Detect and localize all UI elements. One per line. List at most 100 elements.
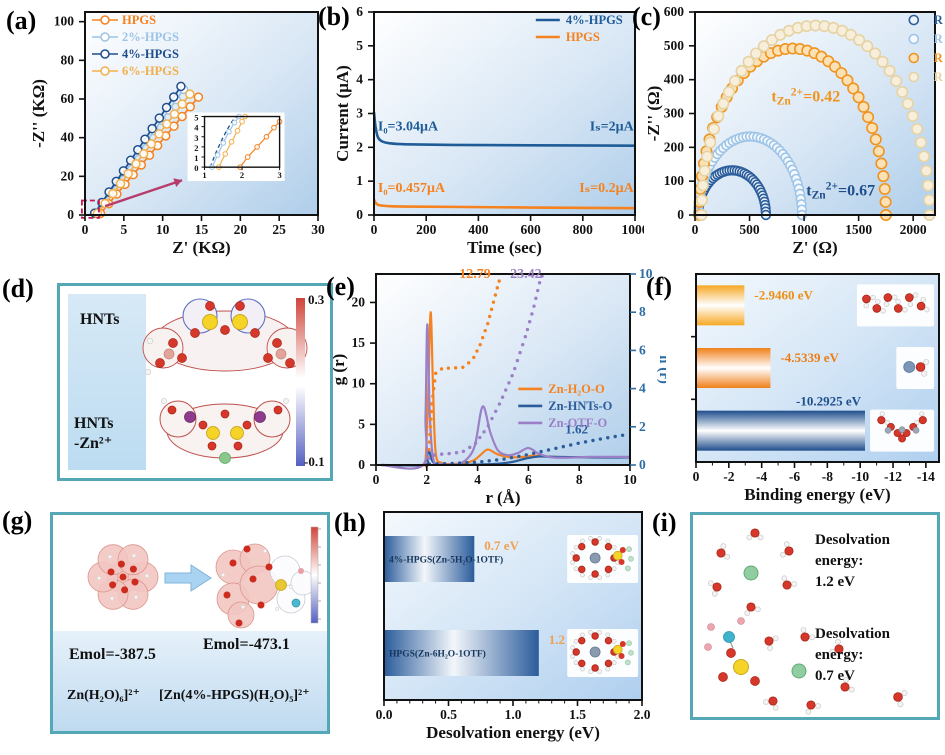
svg-text:Z' (Ω): Z' (Ω) xyxy=(792,238,837,257)
svg-text:Current (μA): Current (μA) xyxy=(334,65,352,162)
svg-text:1.62: 1.62 xyxy=(565,421,588,436)
svg-text:Z' (KΩ): Z' (KΩ) xyxy=(172,238,230,257)
svg-text:23.42: 23.42 xyxy=(510,268,542,282)
svg-text:0: 0 xyxy=(67,207,74,222)
svg-text:1500: 1500 xyxy=(845,222,872,237)
svg-text:15: 15 xyxy=(195,222,209,237)
svg-text:tZn2+=0.67: tZn2+=0.67 xyxy=(806,180,875,201)
svg-text:60: 60 xyxy=(61,91,75,106)
svg-text:0: 0 xyxy=(373,472,380,487)
svg-text:-10: -10 xyxy=(851,469,869,484)
svg-text:Desolvation energy (eV): Desolvation energy (eV) xyxy=(426,723,600,742)
svg-text:2: 2 xyxy=(240,170,244,180)
svg-text:20: 20 xyxy=(352,294,366,309)
colorbar-min-label: -0.1 xyxy=(304,454,325,469)
svg-text:40: 40 xyxy=(61,130,75,145)
svg-text:HPGS(Zn-6H₂O-1OTF): HPGS(Zn-6H₂O-1OTF) xyxy=(389,649,486,660)
emol-right-label: Emol=-473.1 xyxy=(203,636,290,653)
svg-text:0: 0 xyxy=(358,457,365,472)
svg-text:6: 6 xyxy=(356,6,363,19)
svg-text:2: 2 xyxy=(423,472,430,487)
panel-f-chart-binding-energy: -2.9460 eV -4.5339 eV -10.2925 eV 0 -2 -4 -6 -8… xyxy=(664,270,943,510)
svg-text:10: 10 xyxy=(352,376,366,391)
svg-text:-2.9460 eV: -2.9460 eV xyxy=(754,287,813,302)
svg-text:400: 400 xyxy=(664,72,685,87)
svg-text:1: 1 xyxy=(194,153,198,163)
svg-text:80: 80 xyxy=(61,52,75,67)
water-cluster-graphic xyxy=(704,528,908,715)
svg-text:Zn-OTF-O: Zn-OTF-O xyxy=(548,416,607,430)
svg-text:500: 500 xyxy=(739,222,760,237)
panel-i-label: (i) xyxy=(652,508,677,537)
svg-text:Rₛ: Rₛ xyxy=(934,70,943,84)
svg-text:6: 6 xyxy=(525,472,532,487)
desolvation-text-top-2: energy: xyxy=(815,553,864,569)
panel-a-chart-nyquist-electrolytes: 0 5 10 15 20 25 30 0 20 40 60 80 100 Z' (KΩ) -Z'' (KΩ)… xyxy=(29,6,326,268)
svg-text:10: 10 xyxy=(156,222,170,237)
svg-text:12.79: 12.79 xyxy=(459,268,491,282)
panel-c-label: (c) xyxy=(632,2,661,31)
panel-h-label: (h) xyxy=(334,508,366,537)
svg-text:2%-HPGS: 2%-HPGS xyxy=(122,30,179,44)
svg-text:r (Å): r (Å) xyxy=(485,488,520,507)
svg-text:0: 0 xyxy=(693,469,700,484)
svg-text:R₀: R₀ xyxy=(934,51,943,65)
formula-right-label: [Zn(4%-HPGS)(H₂O)₅]²⁺ xyxy=(159,688,310,703)
svg-text:2: 2 xyxy=(639,419,646,434)
svg-text:-14: -14 xyxy=(917,469,935,484)
svg-text:20: 20 xyxy=(61,168,75,183)
svg-text:0: 0 xyxy=(677,207,684,222)
desolvation-text-bottom-3: 0.7 eV xyxy=(815,668,855,684)
desolvation-text-bottom-2: energy: xyxy=(815,647,864,663)
svg-text:0.0: 0.0 xyxy=(376,707,393,722)
svg-text:1.0: 1.0 xyxy=(505,707,522,722)
svg-text:3: 3 xyxy=(356,106,363,121)
svg-text:Rₛ: Rₛ xyxy=(934,32,943,46)
svg-text:200: 200 xyxy=(416,222,437,237)
svg-text:1.5: 1.5 xyxy=(569,707,586,722)
svg-text:4%-HPGS(Zn-5H₂O-1OTF): 4%-HPGS(Zn-5H₂O-1OTF) xyxy=(389,555,503,566)
svg-text:300: 300 xyxy=(664,106,685,121)
svg-text:Zn-H₂O-O: Zn-H₂O-O xyxy=(548,382,605,396)
panel-e-label: (e) xyxy=(326,272,355,301)
svg-text:800: 800 xyxy=(573,222,594,237)
emol-left-label: Emol=-387.5 xyxy=(69,646,156,663)
chart-canvas-h: 4%-HPGS(Zn-5H₂O-1OTF) 0.7 eV HPGS(Zn-6H₂O-… xyxy=(376,511,651,742)
panel-f-label: (f) xyxy=(646,272,672,301)
svg-text:-Z'' (Ω): -Z'' (Ω) xyxy=(645,86,663,142)
svg-text:Binding energy (eV): Binding energy (eV) xyxy=(744,485,890,504)
svg-text:I₀=0.457μA: I₀=0.457μA xyxy=(378,181,446,196)
svg-text:Iₛ=0.2μA: Iₛ=0.2μA xyxy=(579,181,634,196)
svg-text:500: 500 xyxy=(664,38,685,53)
svg-text:g (r): g (r) xyxy=(330,354,348,386)
svg-text:0: 0 xyxy=(371,222,378,237)
chart-canvas-c: 0 500 1000 1500 2000 0 100 200 300 400 500 600 Z' (Ω… xyxy=(644,4,945,257)
svg-text:-12: -12 xyxy=(884,469,902,484)
svg-text:10: 10 xyxy=(623,472,637,487)
svg-text:0: 0 xyxy=(639,457,646,472)
svg-text:5: 5 xyxy=(194,113,198,123)
svg-text:-10.2925 eV: -10.2925 eV xyxy=(796,394,862,409)
svg-text:100: 100 xyxy=(664,173,685,188)
panel-g-label: (g) xyxy=(2,506,33,535)
desolvation-text-top-1: Desolvation xyxy=(815,532,890,548)
panel-d-mesp-maps: HNTs HNTs -Zn²⁺ 0.3 -0.1 xyxy=(57,283,333,481)
svg-text:1000: 1000 xyxy=(622,222,645,237)
panel-e-chart-rdf: 0246810051015200246810n (r)r (Å)g (r)12.… xyxy=(329,266,672,518)
svg-text:6: 6 xyxy=(639,342,646,357)
panel-i-desolvation-clusters: Desolvation energy: 1.2 eV Desolvation e… xyxy=(690,512,940,720)
svg-text:-4: -4 xyxy=(756,469,767,484)
svg-text:1: 1 xyxy=(356,173,363,188)
svg-text:4: 4 xyxy=(639,381,646,396)
svg-text:1000: 1000 xyxy=(791,222,818,237)
svg-text:20: 20 xyxy=(234,222,248,237)
hnts-zn-label-line2: -Zn²⁺ xyxy=(74,435,113,452)
svg-text:R₀: R₀ xyxy=(934,13,943,27)
svg-text:4: 4 xyxy=(356,72,363,87)
svg-text:4: 4 xyxy=(194,123,199,133)
svg-text:600: 600 xyxy=(520,222,541,237)
svg-text:3: 3 xyxy=(194,133,198,143)
colorbar-max-label: 0.3 xyxy=(308,292,325,307)
